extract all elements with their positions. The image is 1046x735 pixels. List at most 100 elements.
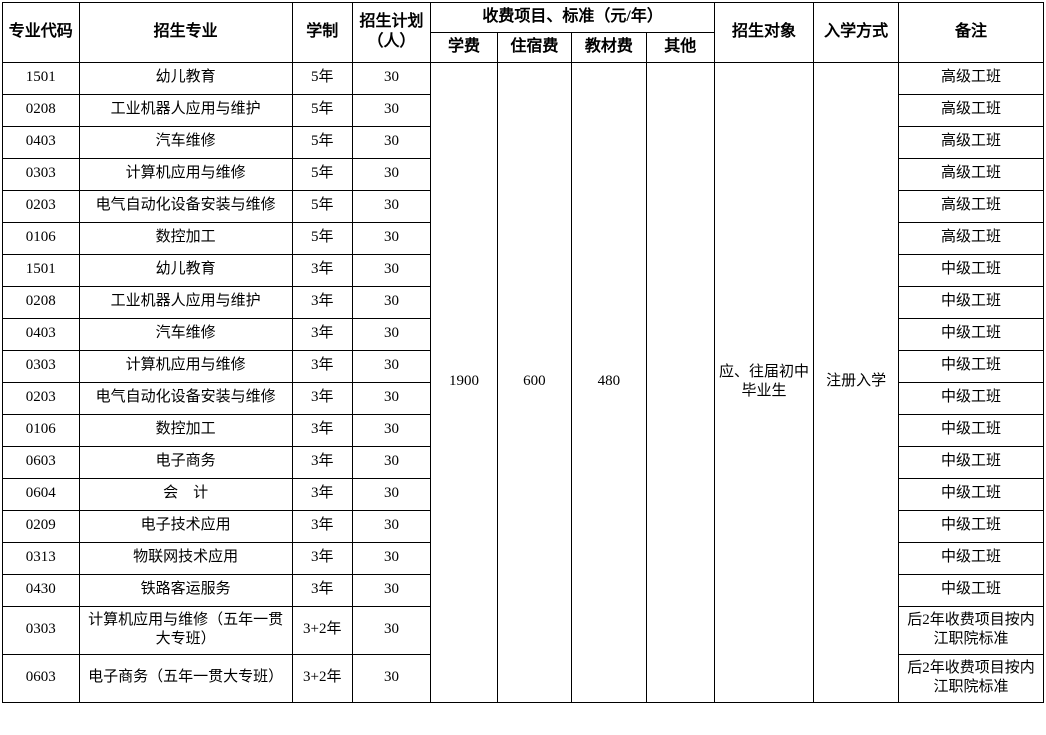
cell-major: 汽车维修	[79, 126, 292, 158]
header-target: 招生对象	[714, 3, 813, 63]
cell-note: 中级工班	[899, 446, 1044, 478]
cell-duration: 3+2年	[292, 606, 352, 654]
cell-code: 0203	[3, 190, 80, 222]
cell-note: 中级工班	[899, 478, 1044, 510]
cell-note: 高级工班	[899, 158, 1044, 190]
cell-duration: 3年	[292, 414, 352, 446]
cell-plan: 30	[352, 126, 431, 158]
cell-major: 电子技术应用	[79, 510, 292, 542]
cell-code: 0208	[3, 94, 80, 126]
cell-major: 计算机应用与维修	[79, 158, 292, 190]
cell-duration: 3年	[292, 382, 352, 414]
cell-duration: 3年	[292, 446, 352, 478]
cell-major: 工业机器人应用与维护	[79, 94, 292, 126]
cell-method: 注册入学	[814, 62, 899, 702]
cell-note: 高级工班	[899, 222, 1044, 254]
cell-note: 后2年收费项目按内江职院标准	[899, 606, 1044, 654]
cell-code: 0203	[3, 382, 80, 414]
cell-major: 幼儿教育	[79, 254, 292, 286]
cell-plan: 30	[352, 510, 431, 542]
cell-code: 0303	[3, 606, 80, 654]
cell-duration: 3+2年	[292, 654, 352, 702]
cell-plan: 30	[352, 542, 431, 574]
header-note: 备注	[899, 3, 1044, 63]
cell-plan: 30	[352, 222, 431, 254]
cell-duration: 3年	[292, 510, 352, 542]
cell-major: 电子商务	[79, 446, 292, 478]
cell-major: 汽车维修	[79, 318, 292, 350]
header-fee2: 住宿费	[497, 32, 572, 62]
cell-code: 0603	[3, 446, 80, 478]
cell-plan: 30	[352, 94, 431, 126]
cell-plan: 30	[352, 158, 431, 190]
cell-fee-tuition: 1900	[431, 62, 497, 702]
cell-major: 工业机器人应用与维护	[79, 286, 292, 318]
cell-note: 中级工班	[899, 510, 1044, 542]
cell-duration: 3年	[292, 542, 352, 574]
cell-note: 高级工班	[899, 94, 1044, 126]
cell-major: 数控加工	[79, 414, 292, 446]
cell-plan: 30	[352, 478, 431, 510]
cell-note: 高级工班	[899, 126, 1044, 158]
header-code: 专业代码	[3, 3, 80, 63]
cell-code: 1501	[3, 62, 80, 94]
cell-plan: 30	[352, 350, 431, 382]
cell-major: 计算机应用与维修（五年一贯大专班）	[79, 606, 292, 654]
cell-code: 0303	[3, 350, 80, 382]
cell-major: 电气自动化设备安装与维修	[79, 382, 292, 414]
cell-code: 0403	[3, 126, 80, 158]
cell-note: 中级工班	[899, 350, 1044, 382]
cell-duration: 3年	[292, 254, 352, 286]
cell-plan: 30	[352, 606, 431, 654]
cell-code: 0604	[3, 478, 80, 510]
cell-note: 中级工班	[899, 318, 1044, 350]
cell-fee-book: 480	[572, 62, 647, 702]
cell-plan: 30	[352, 62, 431, 94]
cell-note: 中级工班	[899, 542, 1044, 574]
header-fee3: 教材费	[572, 32, 647, 62]
cell-duration: 3年	[292, 574, 352, 606]
cell-note: 中级工班	[899, 574, 1044, 606]
cell-duration: 5年	[292, 62, 352, 94]
cell-major: 幼儿教育	[79, 62, 292, 94]
table-body: 1501幼儿教育5年301900600480应、往届初中毕业生注册入学高级工班0…	[3, 62, 1044, 702]
cell-code: 0313	[3, 542, 80, 574]
cell-code: 0209	[3, 510, 80, 542]
enrollment-table: 专业代码 招生专业 学制 招生计划（人） 收费项目、标准（元/年） 招生对象 入…	[2, 2, 1044, 703]
header-method: 入学方式	[814, 3, 899, 63]
cell-fee-dorm: 600	[497, 62, 572, 702]
cell-duration: 3年	[292, 286, 352, 318]
cell-note: 中级工班	[899, 286, 1044, 318]
cell-note: 高级工班	[899, 62, 1044, 94]
cell-duration: 3年	[292, 478, 352, 510]
cell-note: 中级工班	[899, 414, 1044, 446]
header-duration: 学制	[292, 3, 352, 63]
cell-major: 计算机应用与维修	[79, 350, 292, 382]
cell-major: 数控加工	[79, 222, 292, 254]
cell-plan: 30	[352, 654, 431, 702]
cell-code: 1501	[3, 254, 80, 286]
cell-note: 中级工班	[899, 254, 1044, 286]
header-major: 招生专业	[79, 3, 292, 63]
cell-plan: 30	[352, 318, 431, 350]
cell-plan: 30	[352, 382, 431, 414]
cell-major: 电子商务（五年一贯大专班）	[79, 654, 292, 702]
cell-fee-other	[646, 62, 714, 702]
header-plan: 招生计划（人）	[352, 3, 431, 63]
cell-major: 会 计	[79, 478, 292, 510]
cell-duration: 5年	[292, 190, 352, 222]
cell-plan: 30	[352, 254, 431, 286]
cell-note: 中级工班	[899, 382, 1044, 414]
table-header: 专业代码 招生专业 学制 招生计划（人） 收费项目、标准（元/年） 招生对象 入…	[3, 3, 1044, 63]
cell-code: 0403	[3, 318, 80, 350]
cell-major: 电气自动化设备安装与维修	[79, 190, 292, 222]
cell-duration: 3年	[292, 318, 352, 350]
cell-plan: 30	[352, 286, 431, 318]
cell-duration: 5年	[292, 94, 352, 126]
cell-plan: 30	[352, 574, 431, 606]
cell-target: 应、往届初中毕业生	[714, 62, 813, 702]
cell-code: 0430	[3, 574, 80, 606]
cell-code: 0106	[3, 222, 80, 254]
cell-note: 高级工班	[899, 190, 1044, 222]
cell-code: 0208	[3, 286, 80, 318]
